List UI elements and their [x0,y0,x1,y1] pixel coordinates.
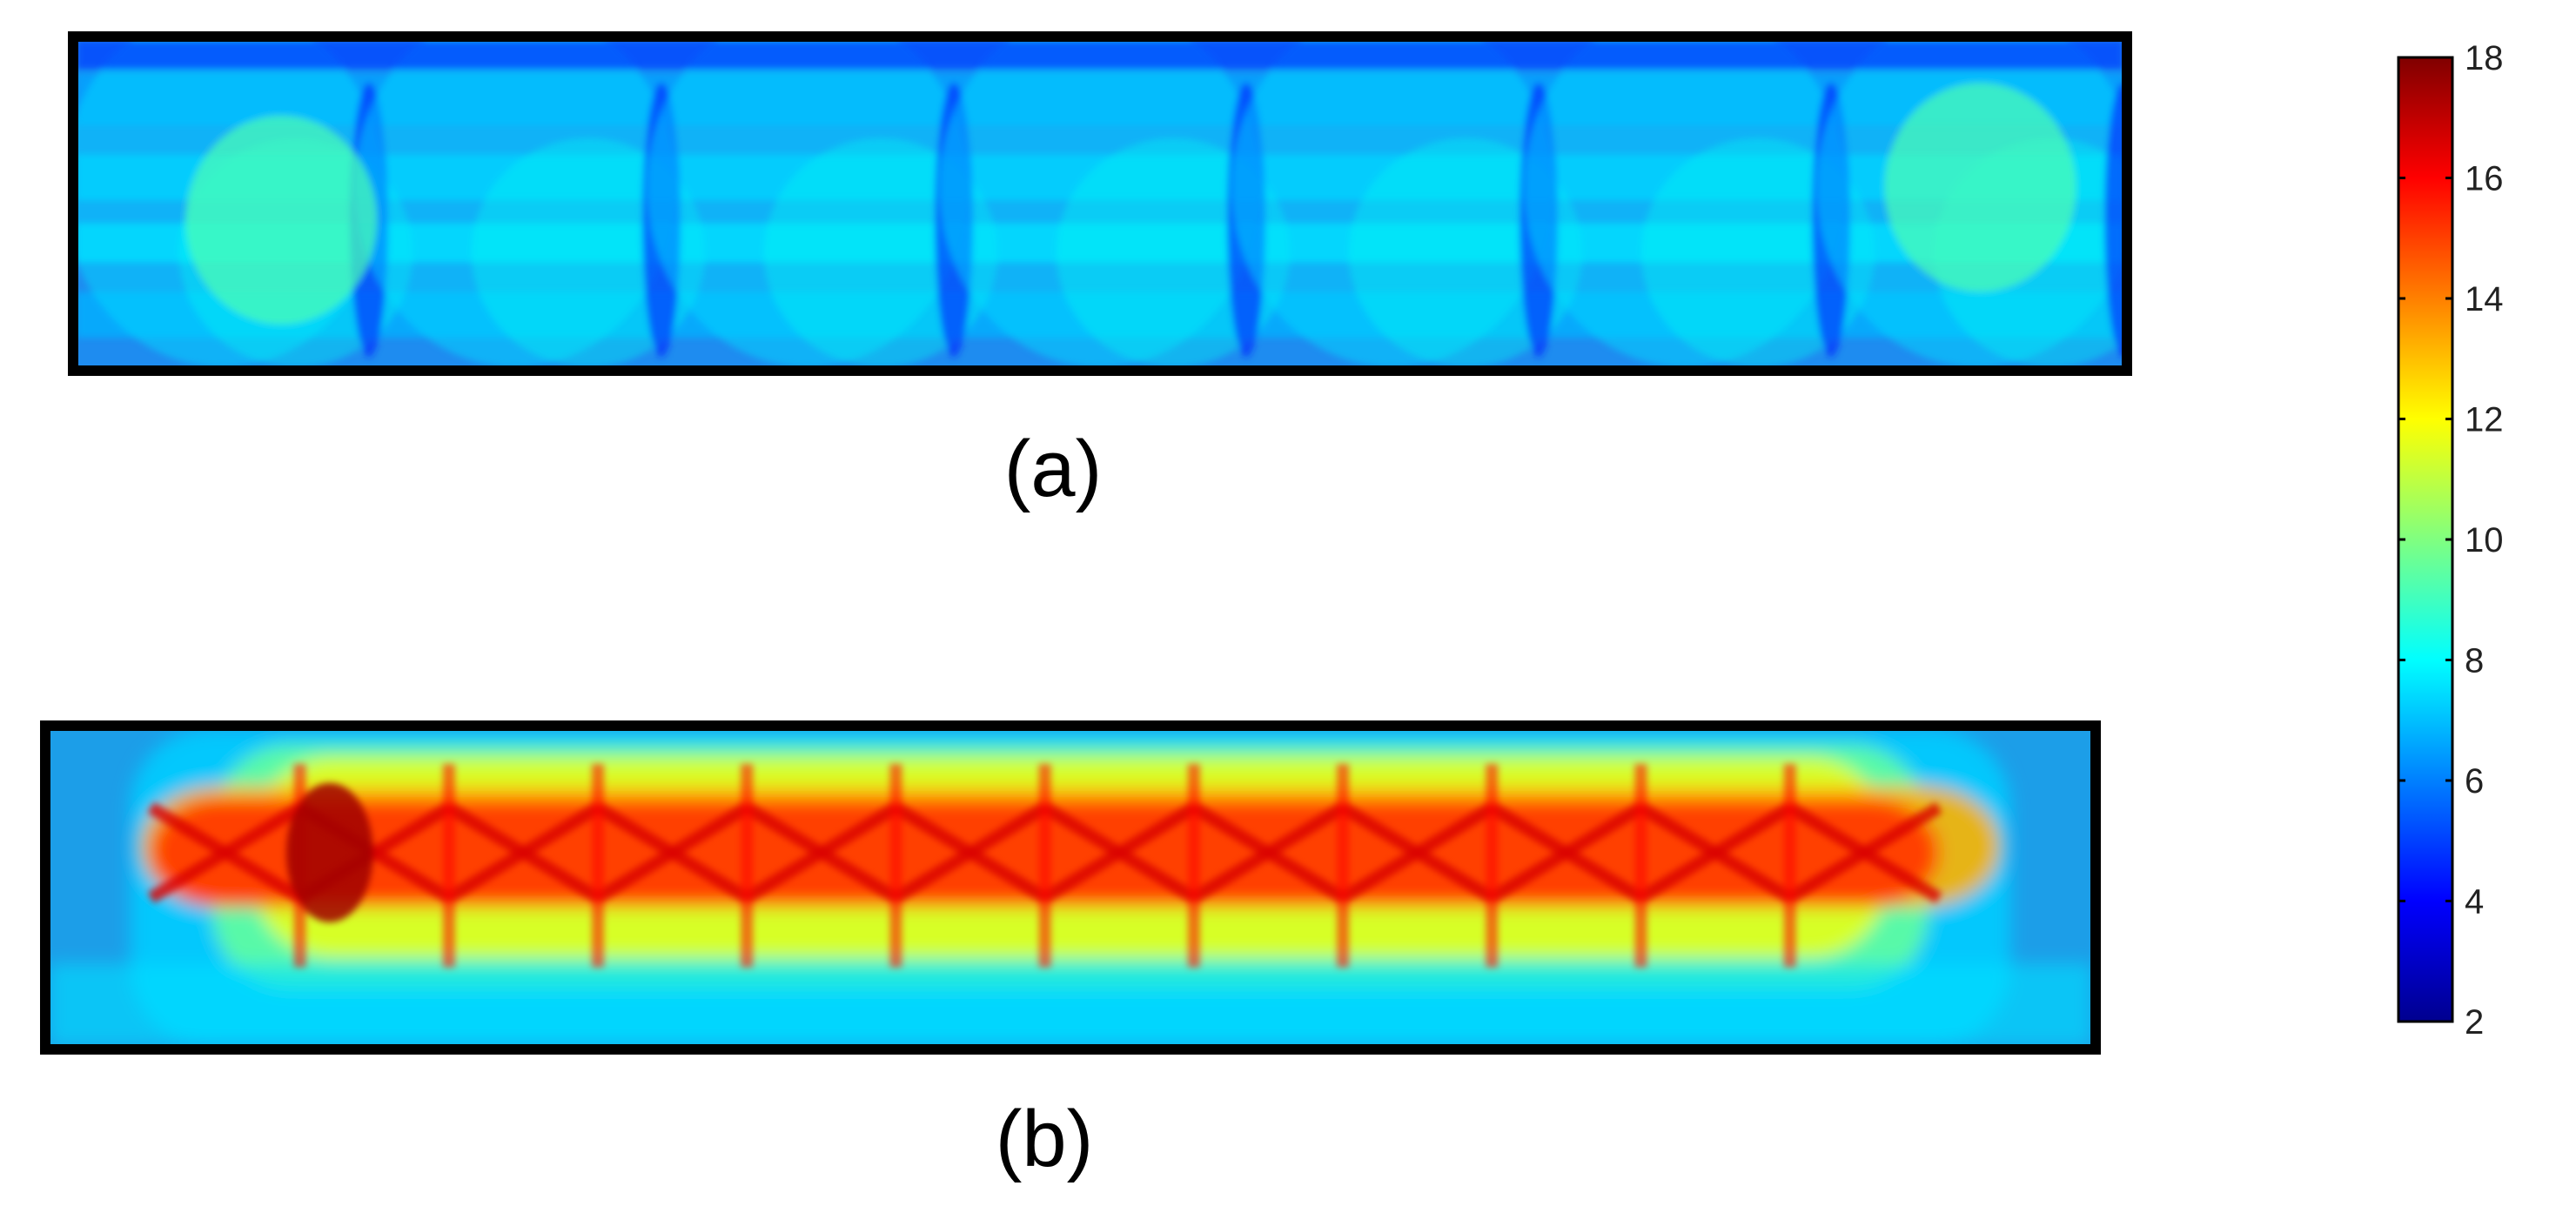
heatmap-b-cross [147,802,304,903]
heatmap-b-frame [40,720,2101,1055]
heatmap-b-cross [594,802,750,903]
heatmap-b-cross [1042,802,1197,903]
heatmap-b-cross [1488,802,1645,903]
heatmap-b-cross [446,802,601,903]
heatmap-b-lower [49,963,2092,1046]
heatmap-a-hotspot [185,115,378,325]
colorbar-ticks: 2 4 6 8 10 12 14 16 18 [2398,39,2504,1042]
colorbar-tick-label: 12 [2465,401,2504,439]
heatmap-b [40,720,2101,1055]
panel-label-b: (b) [996,1095,1093,1183]
heatmap-a-frame [68,31,2132,376]
heatmap-a-field [77,40,2123,367]
colorbar-tick-label: 16 [2465,160,2504,198]
heatmap-a-node [2104,82,2123,358]
colorbar: 2 4 6 8 10 12 14 16 18 [2397,39,2504,1042]
heatmap-b-node [1486,764,1499,968]
heatmap-b-node [889,764,902,968]
colorbar-scale [2397,56,2454,1023]
heatmap-b-node [1783,764,1796,968]
colorbar-tick-label: 14 [2465,280,2504,318]
heatmap-b-node [741,764,754,968]
heatmap-b-node [1187,764,1200,968]
colorbar-tick-label: 8 [2465,642,2484,680]
panel-label-a: (a) [1004,425,1102,513]
heatmap-b-node [592,764,605,968]
colorbar-tick-label: 10 [2465,521,2504,559]
heatmap-b-cross [1637,802,1794,903]
heatmap-b-node [442,764,455,968]
colorbar-tick-label: 2 [2465,1003,2484,1042]
heatmap-b-cross [743,802,900,903]
heatmap-b-peak [285,782,373,922]
heatmap-a [68,31,2132,376]
heatmap-b-cross [1787,802,1942,903]
colorbar-tick-label: 18 [2465,39,2504,77]
heatmap-b-cross [1339,802,1495,903]
colorbar-tick-label: 4 [2465,883,2484,921]
heatmap-b-field [49,729,2092,1046]
heatmap-b-cross [1191,802,1346,903]
colorbar-tick-label: 6 [2465,762,2484,801]
heatmap-b-cross [892,802,1049,903]
heatmap-b-node [1634,764,1647,968]
heatmap-a-hotspot [1884,83,2076,292]
heatmap-b-node [1337,764,1350,968]
heatmap-a-edge [77,40,2123,70]
heatmap-b-node [1038,764,1051,968]
